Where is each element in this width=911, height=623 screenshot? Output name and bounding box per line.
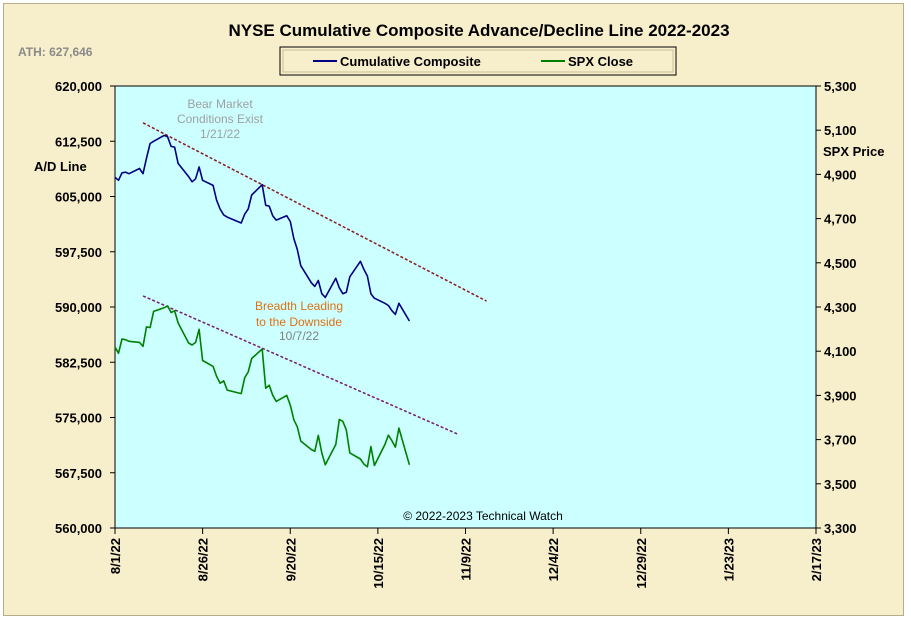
left-y-tick-label: 597,500 — [55, 245, 102, 260]
left-y-tick-label: 560,000 — [55, 521, 102, 536]
legend-label-spx: SPX Close — [568, 54, 633, 69]
legend-label-composite: Cumulative Composite — [340, 54, 481, 69]
plot-area — [114, 85, 817, 529]
right-y-tick-label: 4,100 — [824, 344, 857, 359]
x-tick-label: 11/9/22 — [459, 538, 474, 581]
x-tick-label: 10/15/22 — [371, 538, 386, 589]
series-line-composite — [114, 134, 411, 322]
annotation-bear-line1: Bear Market — [187, 97, 253, 111]
right-y-tick-label: 4,900 — [824, 167, 857, 182]
left-y-tick-label: 575,000 — [55, 411, 102, 426]
chart-title: NYSE Cumulative Composite Advance/Declin… — [228, 21, 729, 40]
series-line-spx — [114, 305, 411, 468]
right-y-tick-label: 3,700 — [824, 433, 857, 448]
copyright-label: © 2022-2023 Technical Watch — [403, 509, 563, 523]
trendlines — [142, 122, 487, 436]
annotation-bear-line2: Conditions Exist — [177, 112, 264, 126]
annotation-bear-market: Bear Market Conditions Exist 1/21/22 — [177, 97, 264, 141]
x-tick-label: 9/20/22 — [283, 538, 298, 581]
legend: Cumulative Composite SPX Close — [279, 46, 677, 76]
right-y-tick-label: 4,300 — [824, 300, 857, 315]
x-tick-label: 12/4/22 — [546, 538, 561, 581]
x-tick-label: 1/23/23 — [721, 538, 736, 581]
left-y-tick-label: 605,000 — [55, 190, 102, 205]
x-axis: 8/1/22 8/26/22 9/20/22 10/15/22 11/9/22 12/4/… — [108, 528, 824, 589]
annotation-breadth-line1: Breadth Leading — [255, 299, 343, 313]
right-y-tick-label: 4,500 — [824, 256, 857, 271]
x-tick-label: 8/26/22 — [196, 538, 211, 581]
left-y-tick-label: 620,000 — [55, 79, 102, 94]
left-y-tick-label: 567,500 — [55, 466, 102, 481]
right-y-tick-label: 4,700 — [824, 212, 857, 227]
left-y-tick-label: 612,500 — [55, 134, 102, 149]
annotation-breadth: Breadth Leading to the Downside 10/7/22 — [255, 299, 343, 343]
left-y-tick-label: 582,500 — [55, 355, 102, 370]
x-tick-label: 12/29/22 — [634, 538, 649, 589]
right-axis-label: SPX Price — [823, 144, 884, 159]
right-y-tick-label: 3,900 — [824, 388, 857, 403]
x-tick-label: 2/17/23 — [809, 538, 824, 581]
right-y-tick-label: 5,100 — [824, 123, 857, 138]
series-layer — [114, 134, 411, 468]
right-y-tick-label: 3,300 — [824, 521, 857, 536]
trendline-upper — [142, 122, 487, 302]
annotation-breadth-date: 10/7/22 — [279, 329, 319, 343]
ath-label: ATH: 627,646 — [18, 45, 93, 59]
left-y-tick-label: 590,000 — [55, 300, 102, 315]
right-y-axis: 5,300 5,100 4,900 4,700 4,500 4,300 4,100 3,900… — [816, 79, 857, 536]
annotation-bear-date: 1/21/22 — [200, 127, 240, 141]
x-tick-label: 8/1/22 — [108, 538, 123, 574]
left-y-axis: 620,000 612,500 605,000 597,500 590,000 582,5… — [55, 79, 115, 536]
right-y-tick-label: 3,500 — [824, 477, 857, 492]
trendline-lower — [142, 295, 459, 436]
annotation-breadth-line2: to the Downside — [256, 315, 342, 329]
left-axis-label: A/D Line — [34, 159, 87, 174]
right-y-tick-label: 5,300 — [824, 79, 857, 94]
